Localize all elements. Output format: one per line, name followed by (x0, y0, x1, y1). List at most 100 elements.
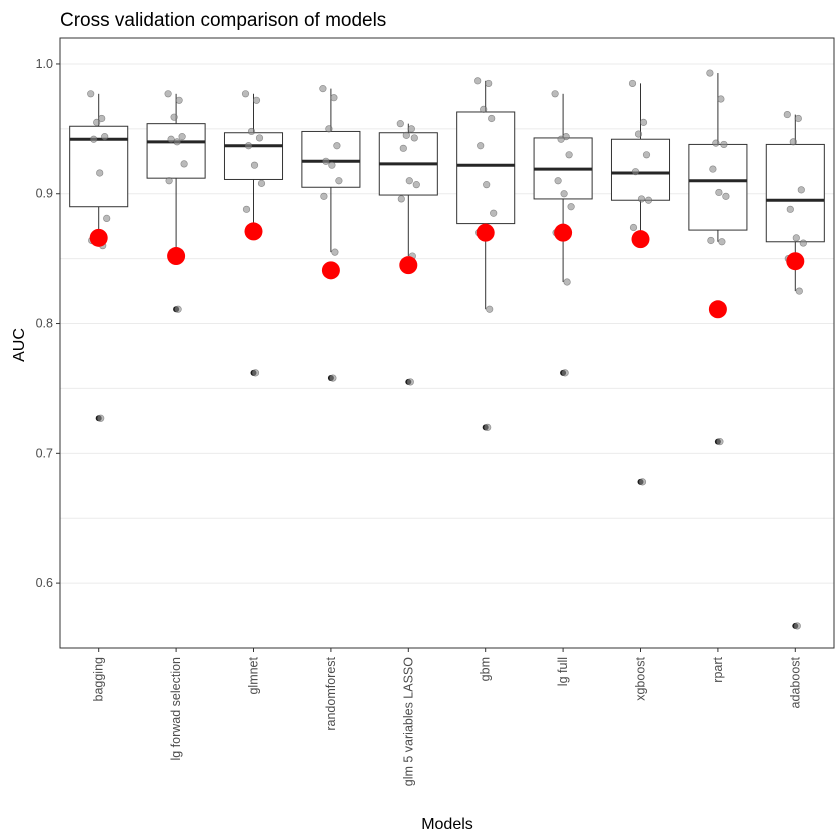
jitter-point (87, 90, 95, 98)
jitter-point (98, 114, 106, 123)
jitter-point (706, 69, 714, 77)
jitter-point (178, 133, 186, 141)
jitter-point (786, 205, 794, 213)
jitter-point (638, 478, 647, 486)
y-tick-label: 1.0 (36, 57, 53, 71)
jitter-point (410, 134, 418, 142)
box (456, 111, 516, 225)
jitter-point (717, 95, 725, 103)
jitter-point (722, 192, 730, 200)
jitter-point (488, 114, 496, 123)
jitter-point (631, 168, 640, 176)
highlight-point (167, 247, 186, 266)
jitter-point (406, 378, 414, 386)
jitter-point (244, 142, 253, 150)
box (765, 143, 825, 243)
highlight-point (631, 230, 650, 249)
highlight-point (476, 223, 495, 242)
x-tick-label: lg full (556, 657, 570, 686)
jitter-point (328, 161, 336, 169)
axes: 0.6 0.7 0.8 0.9 1.0 bagging lg forwad selectio… (36, 57, 803, 786)
jitter-point (797, 186, 805, 194)
jitter-point (637, 195, 646, 203)
jitter-point (551, 90, 559, 98)
jitter-point (799, 239, 807, 247)
jitter-point (557, 135, 565, 143)
jitter-point (173, 138, 181, 146)
jitter-point (257, 179, 266, 187)
jitter-point (396, 120, 404, 128)
jitter-point (483, 181, 491, 189)
jitter-point (634, 130, 643, 138)
jitter-point (241, 90, 250, 98)
jitter-point (165, 177, 173, 185)
jitter-point (789, 138, 797, 146)
jitter-point (167, 135, 175, 143)
jitter-point (560, 190, 568, 198)
x-tick-label: randomforest (324, 656, 338, 730)
x-tick-label: lg forwad selection (169, 657, 183, 761)
jitter-point (319, 85, 327, 93)
boxes (69, 73, 825, 310)
x-tick-label: gbm (479, 657, 493, 681)
highlight-point (321, 261, 340, 280)
x-tick-label: bagging (92, 657, 106, 702)
x-tick-label: adaboost (788, 656, 802, 708)
jitter-point (250, 161, 259, 169)
y-tick-label: 0.8 (36, 317, 53, 331)
jitter-point (644, 196, 653, 204)
jitter-point (484, 423, 492, 431)
jitter-point (407, 125, 415, 133)
jitter-point (794, 114, 802, 123)
jitter-point (180, 160, 188, 168)
jitter-point (412, 181, 420, 189)
jitter-point (164, 90, 172, 98)
jitter-point (474, 77, 482, 85)
data-points (87, 69, 807, 630)
y-tick-label: 0.7 (36, 446, 53, 460)
jitter-point (325, 125, 333, 133)
jitter-point (563, 278, 571, 286)
jitter-point (399, 144, 407, 152)
y-axis-title: AUC (11, 328, 28, 362)
jitter-point (335, 177, 343, 185)
jitter-point (783, 110, 791, 119)
jitter-point (707, 236, 715, 245)
jitter-point (405, 177, 413, 185)
jitter-point (175, 96, 183, 104)
jitter-point (639, 118, 648, 126)
jitter-point (101, 133, 109, 141)
jitter-point (485, 79, 493, 88)
jitter-point (252, 96, 261, 104)
jitter-point (490, 209, 498, 217)
y-tick-label: 0.9 (36, 187, 53, 201)
jitter-point (331, 248, 339, 256)
box (610, 138, 671, 201)
y-tick-label: 0.6 (36, 576, 53, 590)
jitter-point (397, 195, 405, 203)
jitter-point (90, 135, 98, 143)
x-tick-label: rpart (711, 656, 725, 682)
jitter-point (96, 169, 104, 177)
jitter-point (333, 142, 341, 150)
jitter-point (255, 134, 264, 142)
x-axis-title: Models (421, 816, 473, 833)
jitter-point (712, 139, 720, 147)
jitter-point (709, 165, 717, 173)
jitter-point (715, 188, 723, 197)
jitter-point (629, 223, 638, 232)
jitter-point (720, 140, 728, 149)
x-tick-label: glm 5 variables LASSO (401, 657, 415, 787)
highlight-point (399, 256, 418, 275)
jitter-point (93, 118, 101, 126)
jitter-point (554, 177, 562, 185)
highlight-point (786, 252, 805, 271)
jitter-point (792, 234, 800, 242)
jitter-point (567, 203, 575, 211)
highlight-point (554, 223, 573, 242)
jitter-point (561, 369, 569, 377)
box (688, 143, 748, 231)
jitter-point (97, 414, 105, 422)
